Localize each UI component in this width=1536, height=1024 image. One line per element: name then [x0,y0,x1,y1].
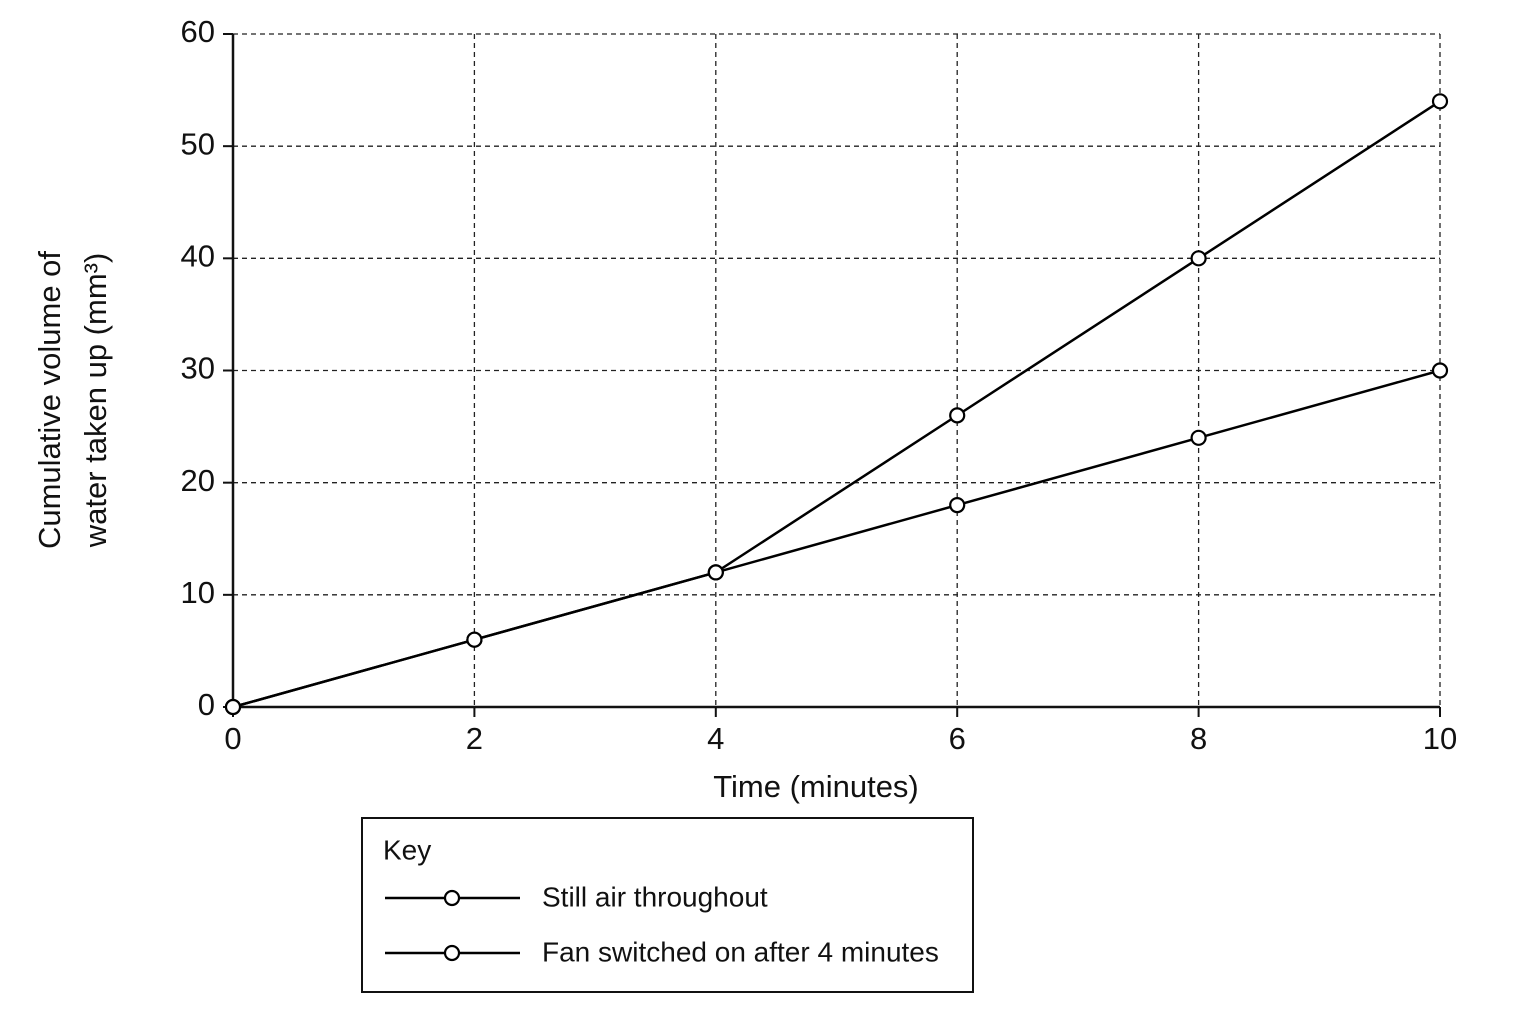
y-tick-label: 40 [181,239,215,274]
y-axis-label: water taken up (mm³) [78,253,113,549]
data-point [224,698,242,716]
data-point [1431,93,1449,110]
x-tick-label: 0 [224,721,241,756]
y-axis-label: Cumulative volume of [32,251,67,549]
data-point [1190,250,1207,267]
x-axis-label: Time (minutes) [713,769,919,804]
y-tick-label: 10 [181,575,215,610]
y-tick-label: 50 [181,126,215,161]
y-tick-label: 30 [181,351,215,386]
legend-label: Still air throughout [542,881,768,912]
legend-box [361,817,974,993]
x-tick-label: 6 [949,721,966,756]
x-tick-label: 2 [466,721,483,756]
legend-label: Fan switched on after 4 minutes [542,936,939,967]
legend-marker [443,889,461,907]
y-tick-label: 0 [198,687,215,722]
data-point [466,631,483,648]
x-tick-label: 10 [1423,721,1457,756]
data-point [949,497,966,514]
y-tick-label: 20 [181,463,215,498]
legend-marker [443,944,461,962]
data-point [1431,362,1449,379]
series-line [232,100,1441,709]
data-point [707,564,724,581]
x-tick-label: 4 [707,721,724,756]
legend-title: Key [383,834,431,865]
data-point [949,407,966,424]
y-tick-label: 60 [181,14,215,49]
x-tick-label: 8 [1190,721,1207,756]
data-point [1190,429,1207,446]
